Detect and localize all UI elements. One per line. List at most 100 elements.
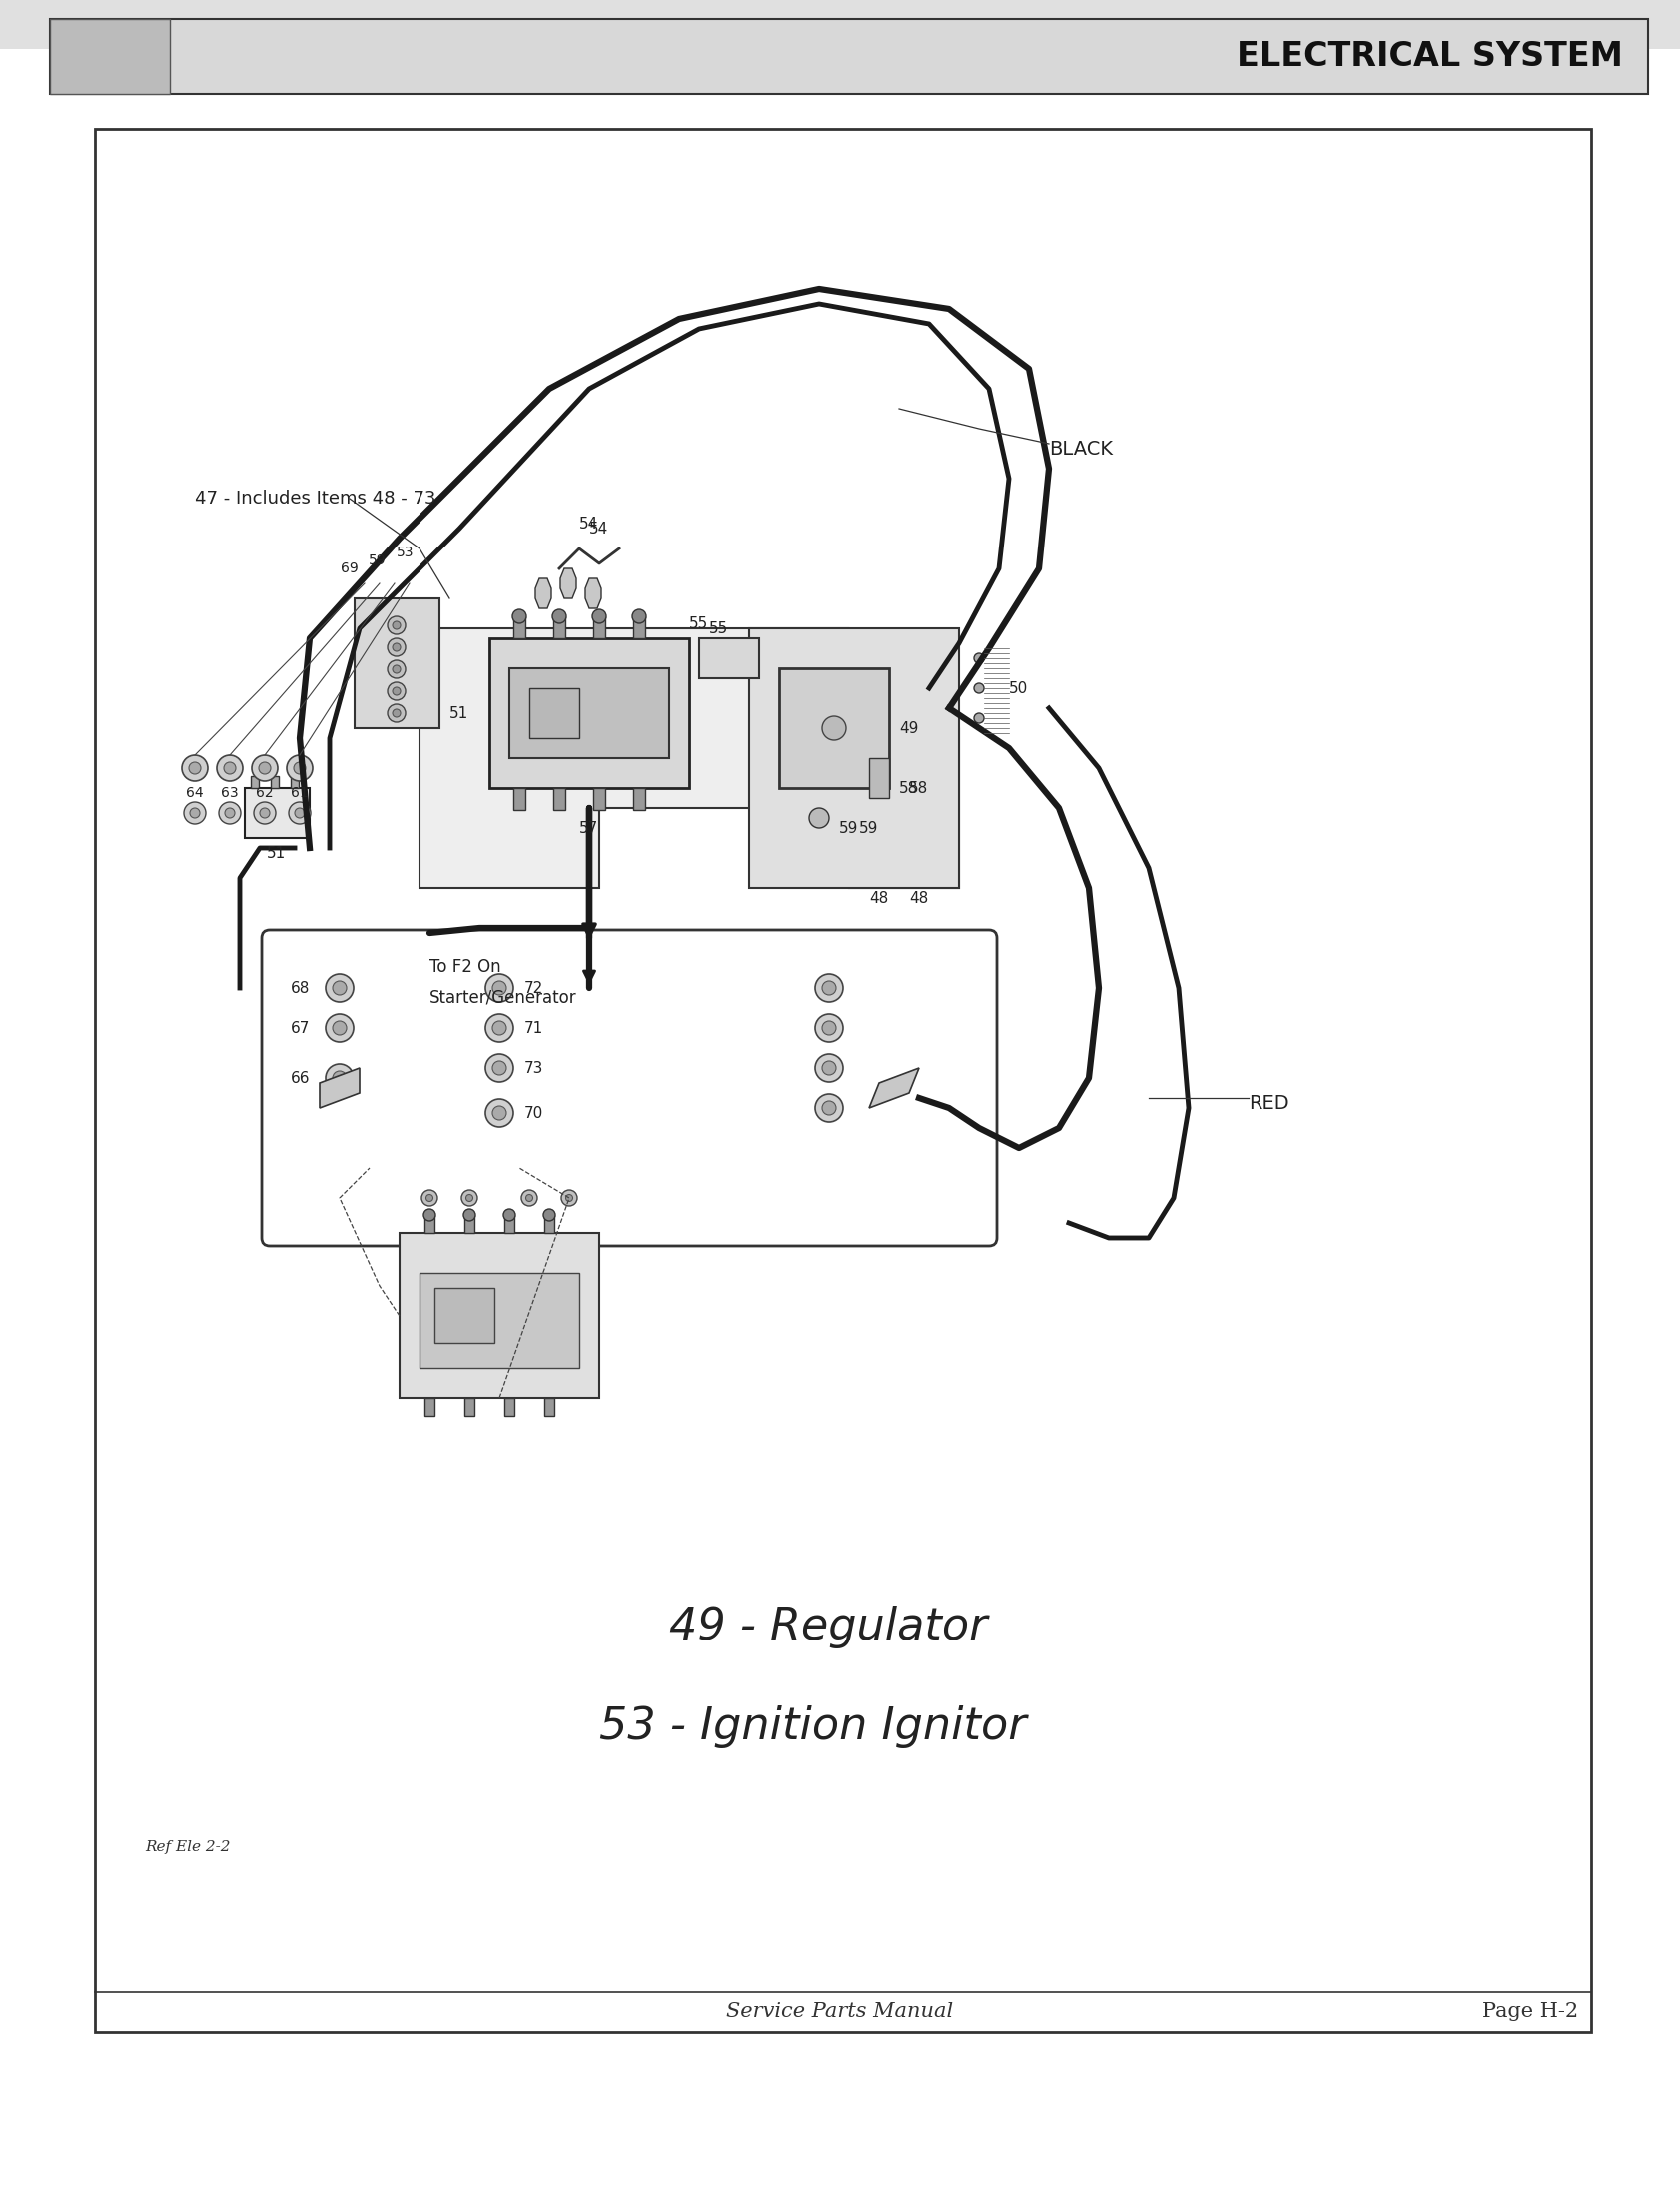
Circle shape — [252, 755, 277, 781]
Circle shape — [393, 643, 400, 652]
Text: 53 - Ignition Ignitor: 53 - Ignition Ignitor — [600, 1706, 1026, 1750]
Circle shape — [393, 709, 400, 717]
Text: Service Parts Manual: Service Parts Manual — [726, 2003, 953, 2021]
Circle shape — [326, 1015, 353, 1041]
Circle shape — [492, 1061, 506, 1076]
Circle shape — [808, 809, 828, 829]
Bar — [425, 1397, 433, 1415]
Bar — [778, 669, 889, 787]
Circle shape — [815, 973, 842, 1002]
Bar — [270, 776, 279, 787]
Bar — [291, 776, 299, 787]
Circle shape — [393, 665, 400, 674]
Text: 63: 63 — [220, 787, 239, 800]
Bar — [464, 1216, 474, 1233]
Circle shape — [822, 1021, 835, 1034]
Bar — [425, 1216, 433, 1233]
Circle shape — [973, 713, 983, 724]
Circle shape — [553, 610, 566, 623]
Bar — [250, 776, 259, 787]
Circle shape — [217, 755, 242, 781]
Text: BLACK: BLACK — [1048, 440, 1112, 457]
Circle shape — [326, 973, 353, 1002]
Circle shape — [462, 1190, 477, 1205]
Text: 57: 57 — [580, 820, 598, 835]
Text: 59: 59 — [838, 820, 858, 835]
Circle shape — [333, 1021, 346, 1034]
Text: 59: 59 — [368, 553, 386, 566]
Circle shape — [822, 717, 845, 741]
Text: 51: 51 — [267, 846, 286, 862]
Circle shape — [289, 803, 311, 824]
Bar — [433, 1288, 494, 1343]
Bar — [633, 787, 645, 809]
Bar — [94, 129, 1591, 2032]
Text: Ref Ele 2-2: Ref Ele 2-2 — [144, 1839, 230, 1855]
Polygon shape — [420, 628, 958, 888]
Circle shape — [388, 639, 405, 656]
Circle shape — [333, 982, 346, 995]
Text: 58: 58 — [899, 781, 917, 796]
Text: 62: 62 — [255, 787, 274, 800]
Text: 48: 48 — [909, 890, 927, 905]
Circle shape — [822, 982, 835, 995]
Circle shape — [190, 809, 200, 818]
Circle shape — [393, 687, 400, 695]
Circle shape — [294, 809, 304, 818]
Text: 55: 55 — [689, 617, 709, 630]
Text: 48: 48 — [869, 890, 887, 905]
Text: 72: 72 — [524, 980, 543, 995]
Circle shape — [326, 1065, 353, 1091]
Bar — [593, 787, 605, 809]
Circle shape — [492, 1107, 506, 1120]
Bar — [504, 1216, 514, 1233]
Circle shape — [566, 1194, 573, 1201]
Text: 58: 58 — [909, 781, 927, 796]
Text: 70: 70 — [524, 1104, 543, 1120]
Text: 51: 51 — [450, 706, 469, 722]
Circle shape — [183, 803, 205, 824]
FancyBboxPatch shape — [262, 929, 996, 1247]
Text: 64: 64 — [186, 787, 203, 800]
Circle shape — [422, 1190, 437, 1205]
Circle shape — [492, 982, 506, 995]
Bar — [464, 1397, 474, 1415]
Circle shape — [388, 617, 405, 634]
Circle shape — [543, 1209, 554, 1220]
Circle shape — [561, 1190, 576, 1205]
Circle shape — [388, 682, 405, 700]
Text: 47 - Includes Items 48 - 73: 47 - Includes Items 48 - 73 — [195, 490, 435, 507]
Circle shape — [632, 610, 645, 623]
Polygon shape — [869, 1067, 919, 1109]
Text: 49 - Regulator: 49 - Regulator — [669, 1605, 986, 1649]
Circle shape — [425, 1194, 433, 1201]
Bar — [544, 1397, 554, 1415]
Circle shape — [294, 763, 306, 774]
Text: 69: 69 — [341, 562, 358, 575]
Bar — [544, 1216, 554, 1233]
Circle shape — [521, 1190, 538, 1205]
Polygon shape — [534, 580, 551, 608]
FancyBboxPatch shape — [245, 787, 309, 838]
Circle shape — [526, 1194, 533, 1201]
Text: 61: 61 — [291, 787, 309, 800]
Circle shape — [218, 803, 240, 824]
Bar — [354, 599, 438, 728]
Bar — [553, 787, 564, 809]
Bar — [553, 617, 564, 639]
Circle shape — [502, 1209, 516, 1220]
Circle shape — [333, 1072, 346, 1085]
Circle shape — [492, 1021, 506, 1034]
Text: 49: 49 — [899, 722, 917, 735]
Circle shape — [465, 1194, 472, 1201]
Bar — [512, 787, 526, 809]
Circle shape — [591, 610, 606, 623]
Bar — [509, 669, 669, 759]
Circle shape — [188, 763, 200, 774]
Text: 68: 68 — [291, 980, 309, 995]
Text: ELECTRICAL SYSTEM: ELECTRICAL SYSTEM — [1236, 39, 1623, 72]
Polygon shape — [319, 1067, 360, 1109]
Circle shape — [181, 755, 208, 781]
Circle shape — [815, 1015, 842, 1041]
Circle shape — [822, 1100, 835, 1115]
